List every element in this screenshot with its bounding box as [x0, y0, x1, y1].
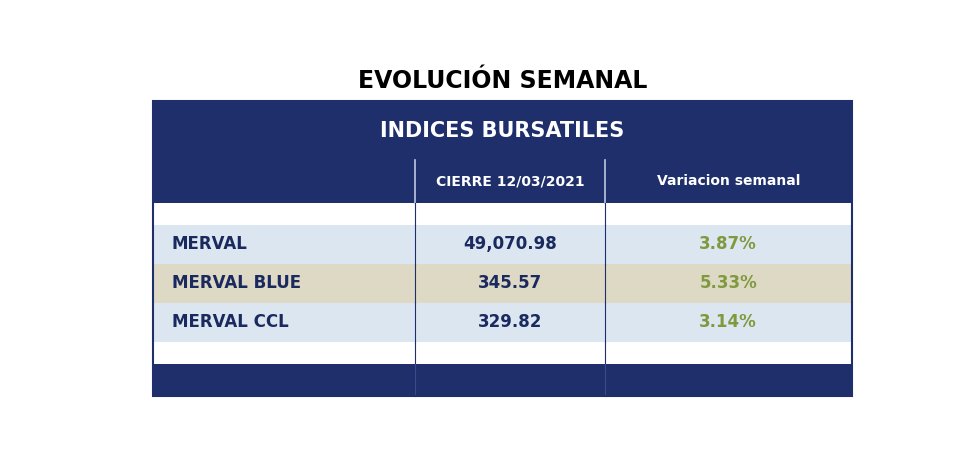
- Text: CIERRE 12/03/2021: CIERRE 12/03/2021: [435, 175, 584, 189]
- Text: 49,070.98: 49,070.98: [463, 235, 557, 253]
- Text: 3.14%: 3.14%: [700, 313, 758, 331]
- Text: EVOLUCIÓN SEMANAL: EVOLUCIÓN SEMANAL: [358, 69, 647, 92]
- Text: MERVAL CCL: MERVAL CCL: [172, 313, 289, 331]
- Text: Variacion semanal: Variacion semanal: [657, 175, 800, 189]
- Text: MERVAL BLUE: MERVAL BLUE: [172, 274, 301, 292]
- Text: MERVAL: MERVAL: [172, 235, 248, 253]
- Text: INDICES BURSATILES: INDICES BURSATILES: [380, 120, 624, 141]
- Text: 329.82: 329.82: [477, 313, 542, 331]
- Bar: [153, 264, 852, 303]
- Bar: [153, 225, 852, 264]
- Bar: [153, 342, 852, 364]
- Bar: [153, 101, 852, 396]
- Text: 3.87%: 3.87%: [700, 235, 758, 253]
- Bar: [153, 160, 415, 203]
- Text: 345.57: 345.57: [477, 274, 542, 292]
- Bar: [415, 160, 605, 203]
- Bar: [153, 101, 852, 160]
- Bar: [153, 303, 852, 342]
- Bar: [153, 364, 852, 396]
- Bar: [605, 160, 852, 203]
- Bar: [153, 203, 852, 225]
- Text: 5.33%: 5.33%: [700, 274, 758, 292]
